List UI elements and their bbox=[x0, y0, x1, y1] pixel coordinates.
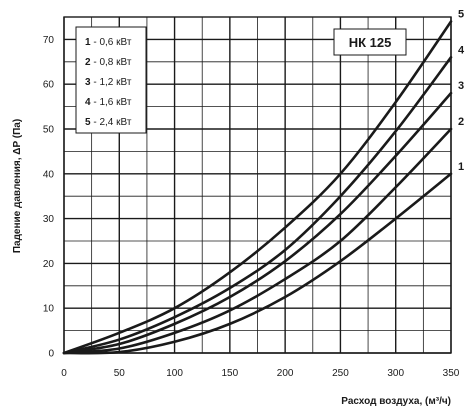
curve-labels: 1 2 3 4 5 bbox=[458, 8, 465, 172]
y-tick-label: 60 bbox=[43, 80, 55, 91]
y-tick-label: 30 bbox=[43, 214, 55, 225]
title-background bbox=[333, 28, 407, 56]
x-axis-title: Расход воздуха, (м³/ч) bbox=[341, 396, 451, 407]
y-axis-title: Падение давления, ΔP (Па) bbox=[12, 119, 23, 253]
series-line-5 bbox=[62, 20, 453, 355]
legend-item: 4 - 1,6 кВт bbox=[85, 97, 132, 108]
y-tick-label: 10 bbox=[43, 304, 55, 315]
x-tick-label: 250 bbox=[332, 368, 349, 379]
legend-item: 2 - 0,8 кВт bbox=[85, 57, 132, 68]
x-tick-label: 50 bbox=[114, 368, 126, 379]
legend-items: 1 - 0,6 кВт 2 - 0,8 кВт 3 - 1,2 кВт 4 - 1,6… bbox=[85, 37, 132, 128]
chart-title-box: НК 125 bbox=[333, 28, 407, 56]
series-label-2: 2 bbox=[458, 116, 464, 128]
x-tick-label: 100 bbox=[166, 368, 183, 379]
y-tick-label: 70 bbox=[43, 35, 55, 46]
series-label-4: 4 bbox=[458, 44, 465, 56]
series-label-1: 1 bbox=[458, 161, 464, 173]
x-tick-label: 300 bbox=[387, 368, 404, 379]
y-axis-ticks: 0 10 20 30 40 50 60 70 bbox=[43, 35, 55, 360]
legend-item: 3 - 1,2 кВт bbox=[85, 77, 132, 88]
x-tick-label: 0 bbox=[61, 368, 67, 379]
series-line-1 bbox=[62, 172, 453, 355]
legend-background bbox=[75, 26, 147, 134]
y-tick-label: 50 bbox=[43, 125, 55, 136]
y-tick-label: 20 bbox=[43, 259, 55, 270]
legend-item: 1 - 0,6 кВт bbox=[85, 37, 132, 48]
series-line-2 bbox=[62, 127, 453, 355]
series-label-5: 5 bbox=[458, 8, 464, 20]
legend: 1 - 0,6 кВт 2 - 0,8 кВт 3 - 1,2 кВт 4 - 1,6… bbox=[75, 26, 147, 134]
plot-border bbox=[63, 16, 452, 354]
series-line-4 bbox=[62, 56, 453, 355]
y-tick-label: 40 bbox=[43, 169, 55, 180]
series-line-3 bbox=[62, 91, 453, 355]
x-axis-ticks: 0 50 100 150 200 250 300 350 bbox=[61, 368, 460, 379]
x-tick-label: 350 bbox=[443, 368, 460, 379]
curves bbox=[62, 20, 453, 355]
chart-title: НК 125 bbox=[349, 35, 392, 50]
x-tick-label: 200 bbox=[277, 368, 294, 379]
legend-item: 5 - 2,4 кВт bbox=[85, 117, 132, 128]
plot-frame bbox=[63, 16, 452, 354]
series-label-3: 3 bbox=[458, 80, 464, 92]
x-tick-label: 150 bbox=[222, 368, 239, 379]
y-tick-label: 0 bbox=[48, 349, 54, 360]
